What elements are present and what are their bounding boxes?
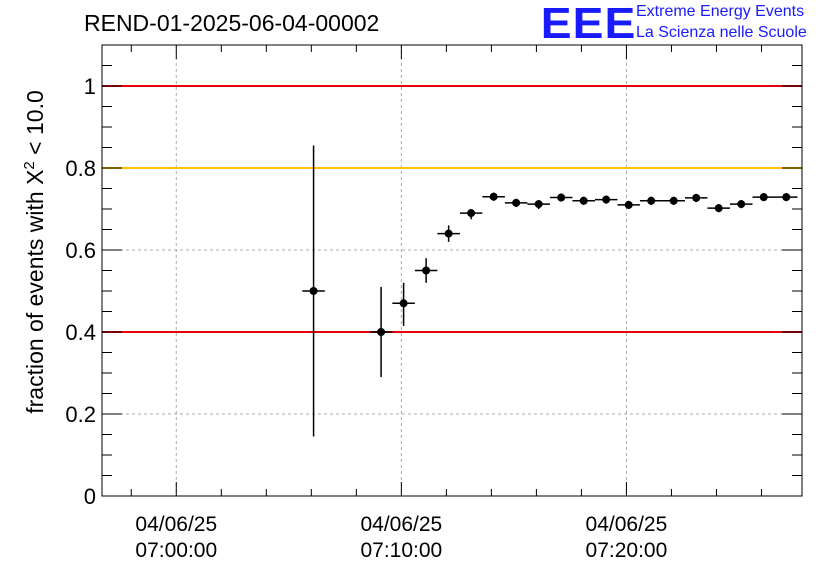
data-point [579, 196, 588, 205]
data-point [309, 287, 318, 295]
data-point [669, 196, 678, 205]
y-tick-label: 0.2 [65, 402, 96, 427]
data-point [759, 193, 768, 202]
data-point [602, 195, 611, 204]
y-tick-label: 0.8 [65, 156, 96, 181]
data-point [647, 196, 656, 205]
logo-line-2: La Scienza nelle Scuole [636, 24, 807, 41]
y-tick-label: 1 [84, 74, 96, 99]
x-tick-label-time: 07:00:00 [135, 539, 217, 562]
data-point [557, 193, 566, 202]
chart-title: REND-01-2025-06-04-00002 [84, 10, 380, 36]
data-point [624, 200, 633, 209]
data-point [782, 193, 791, 202]
y-tick-label: 0.4 [65, 320, 96, 345]
data-point [737, 200, 746, 209]
data-point [692, 193, 701, 202]
data-point [422, 266, 431, 275]
data-point [399, 299, 408, 308]
data-point [534, 200, 543, 209]
y-tick-label: 0.6 [65, 238, 96, 263]
x-tick-label-time: 07:20:00 [586, 539, 668, 562]
data-point [377, 328, 386, 336]
x-tick-label-date: 04/06/25 [586, 513, 668, 536]
plot-frame [101, 44, 803, 497]
data-point [489, 192, 498, 201]
logo-line-1: Extreme Energy Events [636, 3, 805, 20]
data-point [467, 209, 476, 218]
y-tick-label: 0 [84, 484, 96, 509]
x-tick-label-date: 04/06/25 [360, 513, 442, 536]
data-point [512, 198, 521, 207]
data-point [714, 204, 723, 213]
eee-logo: EEE [540, 0, 637, 48]
x-tick-label-time: 07:10:00 [360, 539, 442, 562]
x-tick-label-date: 04/06/25 [135, 513, 217, 536]
data-point [444, 229, 453, 238]
